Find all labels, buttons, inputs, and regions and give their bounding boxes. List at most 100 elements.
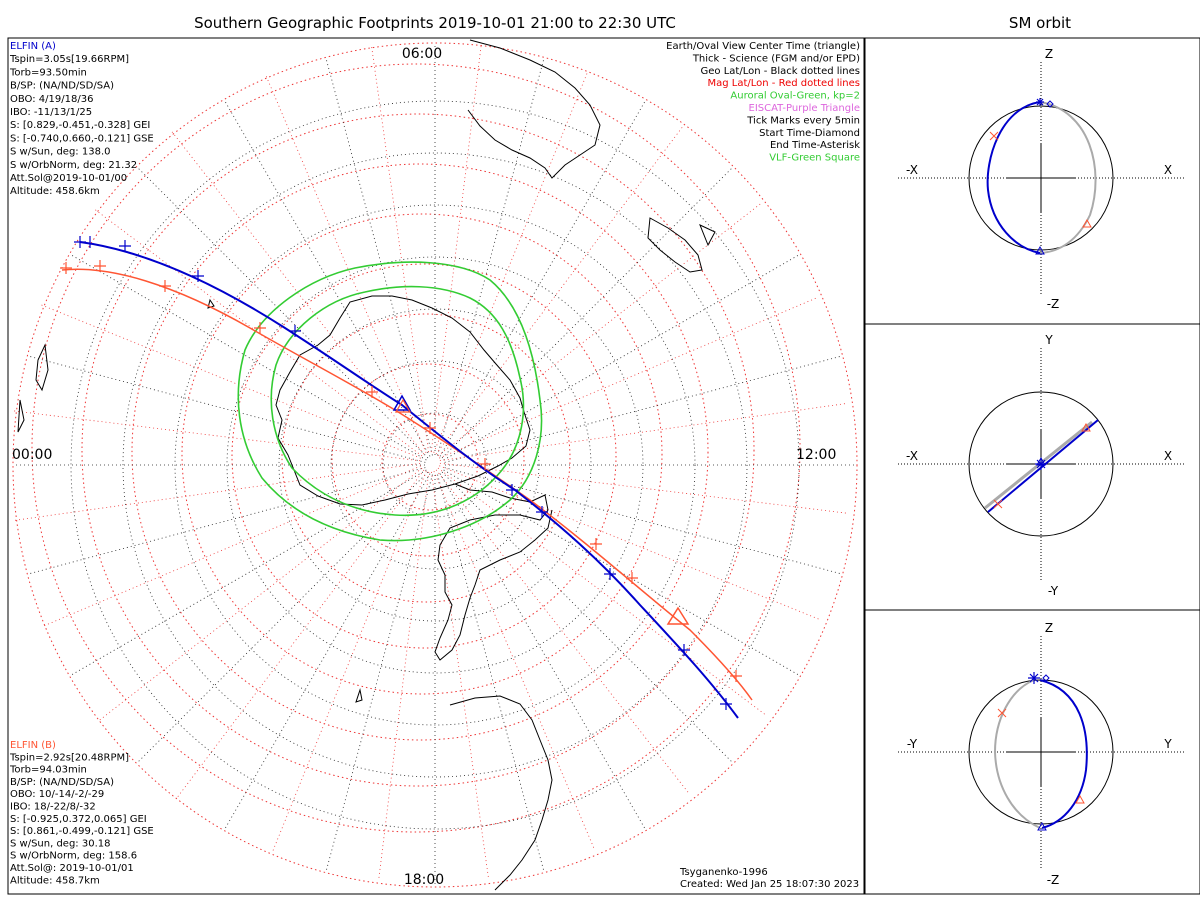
meridian-line: [433, 471, 595, 849]
model-label: Tsyganenko-1996: [679, 867, 768, 878]
panel-1-triangle-b: [1082, 218, 1092, 228]
elfin-a-info-line: Torb=93.50min: [9, 67, 87, 78]
orbit-panel-2: Y -Y -X X: [898, 333, 1185, 598]
meridian-line: [439, 297, 817, 459]
elfin-a-info-line: S w/OrbNorm, deg: 21.32: [10, 160, 137, 171]
polar-map: [12, 39, 858, 891]
panel-3-asterisk-b: [997, 708, 1007, 718]
panel-1-asterisk-b: [989, 131, 999, 141]
meridian-line: [223, 99, 431, 457]
meridian-line: [325, 57, 433, 456]
time-label-top: 06:00: [402, 46, 442, 62]
panel-3-top-label: Z: [1045, 621, 1053, 635]
elfin-a-ticks: [74, 236, 732, 710]
meridian-line: [433, 72, 588, 453]
elfin-b-info-line: Tspin=2.92s[20.48RPM]: [9, 752, 129, 763]
elfin-a-info-line: OBO: 4/19/18/36: [10, 94, 93, 105]
meridian-line: [439, 403, 846, 462]
australia-coast: [467, 39, 601, 179]
elfin-b-info-line: IBO: 18/-22/8/-32: [10, 802, 96, 813]
elfin-a-info-line: S w/Sun, deg: 138.0: [10, 147, 110, 158]
elfin-a-info-line: B/SP: (NA/ND/SD/SA): [10, 81, 114, 92]
orbit-panel-1: Z -Z -X X: [898, 47, 1185, 311]
meridian-line: [43, 465, 421, 627]
legend-entry: Mag Lat/Lon - Red dotted lines: [707, 78, 860, 89]
meridian-line: [27, 467, 426, 575]
panel-3-triangle-b: [1075, 794, 1085, 804]
oval-inner: [270, 285, 525, 517]
meridian-line: [430, 45, 482, 453]
meridian-line: [13, 410, 421, 462]
meridian-line: [98, 467, 423, 721]
legend-entry: VLF-Green Square: [769, 153, 860, 164]
legend-entry: Tick Marks every 5min: [746, 115, 860, 126]
panel-1-triangle: [1035, 245, 1045, 255]
panel-2-triangle: [1036, 456, 1046, 466]
elfin-b-info-line: Torb=94.03min: [9, 765, 87, 776]
panel-3-orbit-b: [993, 679, 1041, 829]
elfin-b-ticks: [60, 260, 742, 682]
orbit-panel-3-frame: [864, 609, 1200, 895]
time-label-left: 00:00: [12, 447, 52, 463]
orbit-title: SM orbit: [1009, 14, 1071, 32]
panel-1-orbit-b: [1039, 101, 1097, 254]
meridian-line: [439, 465, 820, 620]
elfin-a-info: ELFIN (A) Tspin=3.05s[19.66RPM] Torb=93.50…: [9, 41, 154, 197]
meridian-line: [430, 471, 489, 878]
elfin-a-center-triangle: [392, 394, 412, 411]
panel-1-orbit-a: [986, 101, 1041, 254]
panel-2-asterisk: [1035, 458, 1047, 470]
elfin-b-info: ELFIN (B)Tspin=2.92s[20.48RPM] Torb=94.03…: [9, 740, 154, 886]
panel-1-top-label: Z: [1045, 47, 1053, 61]
mag-lat-circles: [31, 63, 801, 833]
meridian-line: [325, 474, 433, 873]
meridian-line: [437, 57, 545, 456]
meridian-line: [437, 474, 545, 873]
meridian-line: [435, 126, 684, 455]
geo-lat-circles: [70, 100, 800, 830]
meridian-line: [444, 355, 843, 463]
elfin-b-info-line: S: [0.861,-0.499,-0.121] GSE: [10, 826, 154, 837]
panel-1-left-label: -X: [906, 163, 918, 177]
meridian-line: [439, 99, 647, 457]
elfin-a-info-line: Tspin=3.05s[19.66RPM]: [9, 54, 129, 65]
panel-3-start-diamond: [1042, 674, 1050, 682]
panel-1-start-diamond: [1046, 100, 1054, 108]
outer-boundary: [12, 42, 858, 888]
panel-3-end-asterisk: [1028, 672, 1040, 684]
elfin-b-info-line: S: [-0.925,0.372,0.065] GEI: [10, 814, 147, 825]
africa-coast: [449, 695, 553, 891]
legend-entry: EISCAT-Purple Triangle: [749, 103, 861, 114]
meridian-line: [437, 203, 762, 457]
meridian-line: [441, 471, 734, 764]
meridian-line: [223, 473, 431, 831]
elfin-b-info-line: Att.Sol@: 2019-10-01/01: [10, 863, 134, 874]
elfin-b-center-triangle-2: [666, 606, 690, 625]
elfin-b-info-line: S w/OrbNorm, deg: 158.6: [10, 851, 137, 862]
elfin-b-info-line: Altitude: 458.7km: [10, 875, 100, 886]
elfin-b-info-line: B/SP: (NA/ND/SD/SA): [10, 777, 114, 788]
elfin-a-info-line: S: [-0.740,0.660,-0.121] GSE: [10, 133, 154, 144]
orbit-panel-2-frame: [864, 323, 1200, 611]
legend-entry: Start Time-Diamond: [759, 128, 860, 139]
legend-entry: Thick - Science (FGM and/or EPD): [692, 53, 860, 64]
panel-3-left-label: -Y: [907, 737, 918, 751]
orbit-panel-1-frame: [864, 37, 1200, 325]
elfin-a-track: [79, 241, 739, 719]
orbit-panel-3: Z -Z -Y Y: [898, 621, 1185, 887]
meridian-line: [272, 471, 427, 852]
panel-3-orbit-a: [1039, 679, 1088, 829]
panel-3-triangle: [1037, 821, 1047, 831]
panel-1-earth: [968, 105, 1114, 251]
meridian-line: [27, 355, 426, 463]
meridian-line: [441, 166, 734, 459]
elfin-a-info-line: ELFIN (A): [10, 41, 56, 52]
panel-1-bottom-label: -Z: [1047, 297, 1060, 311]
panel-3-bottom-label: -Z: [1047, 873, 1060, 887]
time-label-bottom: 18:00: [404, 872, 444, 888]
elfin-a-info-line: S: [0.829,-0.451,-0.328] GEI: [10, 120, 150, 131]
legend: Earth/Oval View Center Time (triangle)Th…: [666, 41, 860, 164]
antarctica-coast: [275, 295, 531, 506]
elfin-a-info-line: Att.Sol@2019-10-01/00: [10, 173, 127, 184]
